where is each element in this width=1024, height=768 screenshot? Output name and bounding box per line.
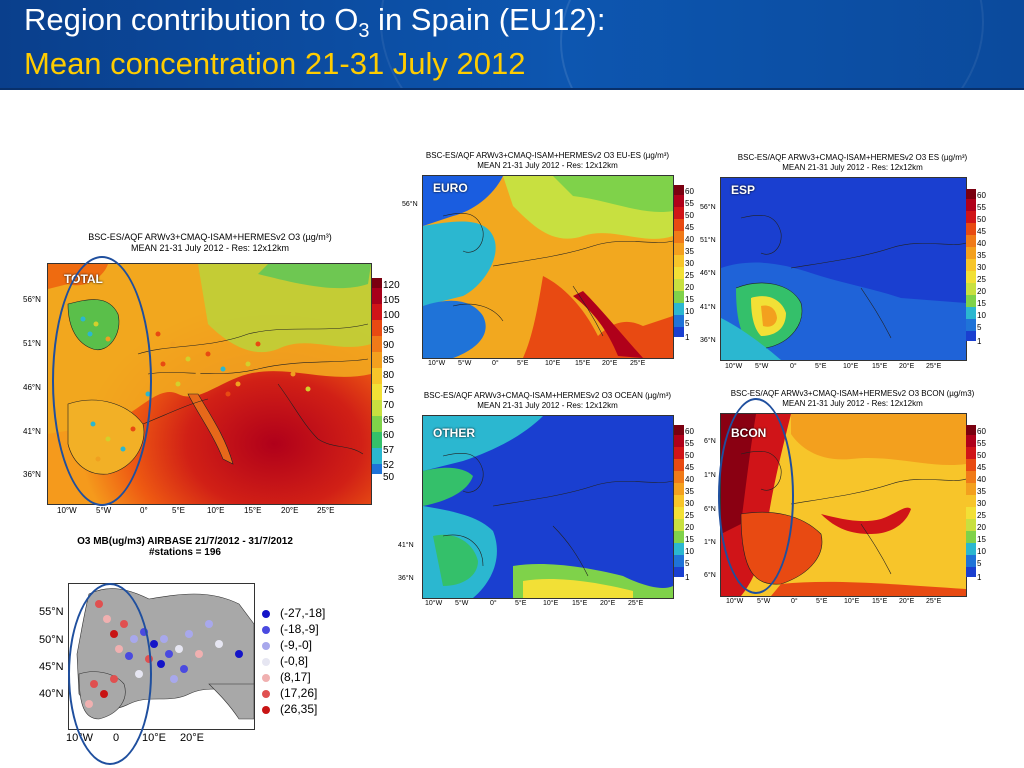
legend-item: (-9,-0] [262, 638, 312, 652]
highlight-oval [52, 256, 152, 506]
stations-title: O3 MB(ug/m3) AIRBASE 21/7/2012 - 31/7/20… [77, 536, 293, 558]
legend-dot-icon [262, 641, 270, 650]
euro-map-panel: BSC-ES/AQF ARWv3+CMAQ-ISAM+HERMESv2 O3 E… [395, 148, 700, 373]
legend-dot-icon [262, 673, 270, 682]
bcon-map-panel: BSC-ES/AQF ARWv3+CMAQ-ISAM+HERMESv2 O3 B… [700, 386, 1005, 611]
euro-lat-label: 56°N [402, 201, 418, 208]
euro-map: EURO [422, 175, 674, 359]
euro-map-title: BSC-ES/AQF ARWv3+CMAQ-ISAM+HERMESv2 O3 E… [425, 151, 670, 170]
legend-item: (26,35] [262, 702, 317, 716]
header-decoration [560, 0, 1024, 90]
esp-map-image [721, 178, 966, 360]
total-map-title: BSC-ES/AQF ARWv3+CMAQ-ISAM+HERMESv2 O3 (… [88, 232, 332, 253]
total-map-panel: BSC-ES/AQF ARWv3+CMAQ-ISAM+HERMESv2 O3 (… [20, 228, 400, 518]
header-rule [0, 88, 1024, 90]
ocean-map-title: BSC-ES/AQF ARWv3+CMAQ-ISAM+HERMESv2 O3 O… [423, 391, 672, 410]
ocean-map: OTHER [422, 415, 674, 599]
esp-colorbar [966, 189, 976, 349]
stations-panel: O3 MB(ug/m3) AIRBASE 21/7/2012 - 31/7/20… [30, 533, 360, 765]
bcon-colorbar [966, 425, 976, 585]
highlight-oval [68, 583, 152, 765]
ocean-map-label: OTHER [433, 426, 475, 440]
esp-map-label: ESP [731, 183, 756, 197]
legend-item: (17,26] [262, 686, 317, 700]
legend-item: (-0,8] [262, 654, 308, 668]
euro-map-image [423, 176, 673, 358]
legend-item: (8,17] [262, 670, 311, 684]
legend-dot-icon [262, 609, 270, 618]
euro-colorbar [674, 185, 684, 345]
esp-map: ESP [720, 177, 967, 361]
legend-dot-icon [262, 689, 270, 698]
slide-header: Region contribution to O3 in Spain (EU12… [0, 0, 1024, 90]
slide-subtitle: Mean concentration 21-31 July 2012 [24, 46, 526, 81]
legend-item: (-27,-18] [262, 606, 325, 620]
legend-dot-icon [262, 657, 270, 666]
slide-title: Region contribution to O3 in Spain (EU12… [24, 2, 606, 43]
ocean-map-image [423, 416, 673, 598]
esp-map-panel: BSC-ES/AQF ARWv3+CMAQ-ISAM+HERMESv2 O3 E… [700, 150, 1005, 375]
euro-map-label: EURO [433, 181, 468, 195]
bcon-map-title: BSC-ES/AQF ARWv3+CMAQ-ISAM+HERMESv2 O3 B… [730, 389, 975, 408]
legend-dot-icon [262, 705, 270, 714]
ocean-colorbar [674, 425, 684, 585]
highlight-oval [718, 398, 794, 594]
ocean-map-panel: BSC-ES/AQF ARWv3+CMAQ-ISAM+HERMESv2 O3 O… [395, 388, 700, 613]
esp-map-title: BSC-ES/AQF ARWv3+CMAQ-ISAM+HERMESv2 O3 E… [737, 153, 968, 172]
legend-dot-icon [262, 625, 270, 634]
total-colorbar [372, 278, 382, 484]
legend-item: (-18,-9] [262, 622, 319, 636]
